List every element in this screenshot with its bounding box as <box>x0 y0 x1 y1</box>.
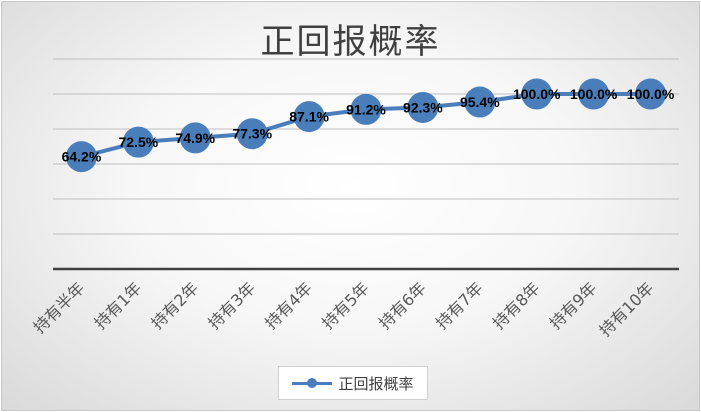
data-label: 100.0% <box>570 86 618 102</box>
data-point <box>122 126 154 158</box>
x-tick-label: 持有8年 <box>489 278 544 333</box>
data-label: 92.3% <box>403 99 443 115</box>
x-tick-labels: 持有半年 持有1年 持有2年 持有3年 持有4年 持有5年 持有6年 持有7年 持有8年 持有9年… <box>30 278 658 340</box>
data-point <box>578 78 610 110</box>
data-label: 87.1% <box>289 109 329 125</box>
data-label: 72.5% <box>119 134 159 150</box>
x-tick-label: 持有4年 <box>261 278 316 333</box>
data-point <box>293 101 325 133</box>
x-tick-label: 持有7年 <box>432 278 487 333</box>
data-label: 100.0% <box>627 86 675 102</box>
x-tick-label: 持有10年 <box>596 278 658 340</box>
data-point <box>236 118 268 150</box>
data-label: 95.4% <box>460 94 500 110</box>
x-tick-label: 持有6年 <box>375 278 430 333</box>
gridlines <box>53 58 679 235</box>
chart-title: 正回报概率 <box>260 22 441 62</box>
data-point <box>407 91 439 123</box>
x-tick-label: 持有3年 <box>204 278 259 333</box>
x-tick-label: 持有半年 <box>30 278 89 337</box>
legend-swatch-icon <box>292 377 333 389</box>
x-tick-label: 持有9年 <box>546 278 601 333</box>
legend-label: 正回报概率 <box>338 374 414 393</box>
x-tick-label: 持有2年 <box>148 278 203 333</box>
data-label: 64.2% <box>62 149 102 165</box>
legend: 正回报概率 <box>278 366 428 400</box>
data-label: 100.0% <box>513 86 561 102</box>
data-point <box>65 141 97 173</box>
data-point <box>179 122 211 154</box>
data-label: 91.2% <box>346 101 386 117</box>
x-tick-label: 持有1年 <box>91 278 146 333</box>
data-point <box>350 93 382 125</box>
data-point <box>464 86 496 118</box>
data-point <box>635 78 667 110</box>
data-label: 77.3% <box>232 126 272 142</box>
x-tick-label: 持有5年 <box>318 278 373 333</box>
data-point <box>521 78 553 110</box>
data-label: 74.9% <box>175 130 215 146</box>
